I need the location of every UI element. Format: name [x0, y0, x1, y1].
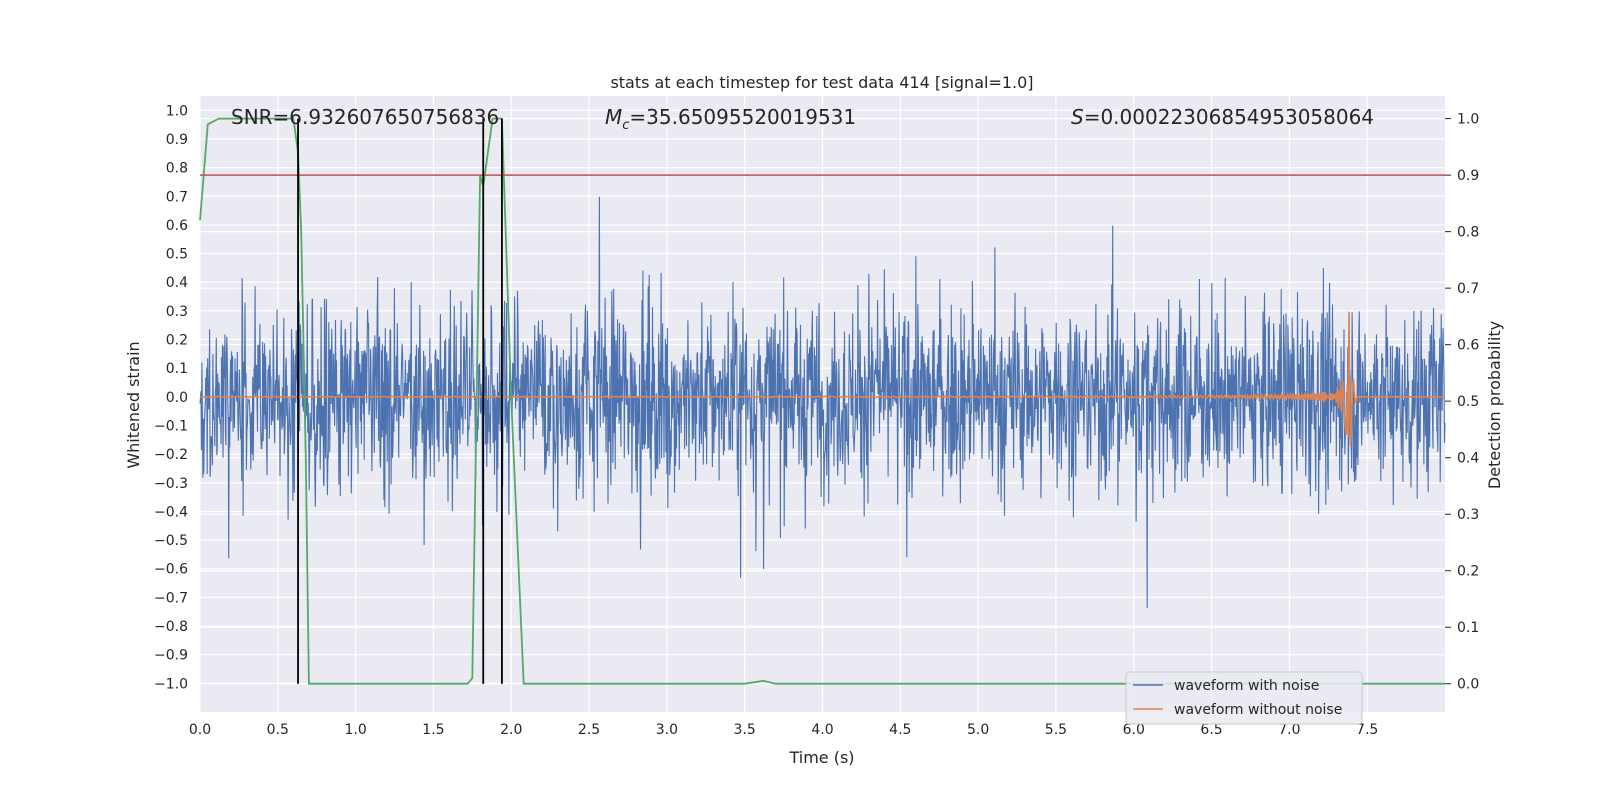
legend-label-noise: waveform with noise — [1174, 678, 1319, 694]
chirp-mass-subscript: c — [622, 118, 629, 133]
y2-tick-label: 0.1 — [1457, 620, 1479, 636]
y-tick-label: −1.0 — [154, 676, 188, 692]
clean-waveform-line — [199, 311, 1445, 446]
y2-tick-label: 0.4 — [1457, 451, 1479, 467]
y2-axis-label: Detection probability — [1485, 321, 1504, 489]
y-tick-label: 0.7 — [166, 189, 188, 205]
left-axis-ticks: 1.0 0.9 0.8 0.7 0.6 0.5 0.4 0.3 0.2 0.1 0.0 −0.1 −0.… — [154, 103, 188, 692]
y-axis-label: Whitened strain — [124, 341, 143, 468]
chart-title: stats at each timestep for test data 414… — [610, 73, 1033, 92]
x-tick-label: 3.5 — [734, 722, 756, 738]
x-tick-label: 4.5 — [889, 722, 911, 738]
noise-waveform-line — [199, 196, 1446, 608]
y-tick-label: −0.6 — [154, 562, 188, 578]
x-tick-label: 4.0 — [811, 722, 833, 738]
y-tick-label: 0.9 — [166, 132, 188, 148]
y-tick-label: 0.4 — [166, 275, 188, 291]
y2-tick-label: 0.9 — [1457, 168, 1479, 184]
y-tick-label: −0.3 — [154, 476, 188, 492]
statistic-symbol: S — [1071, 105, 1084, 129]
y2-tick-label: 0.7 — [1457, 281, 1479, 297]
y2-tick-label: 0.0 — [1457, 677, 1479, 693]
y-tick-label: −0.1 — [154, 418, 188, 434]
chirp-mass-value: =35.65095520019531 — [629, 105, 856, 129]
right-axis-ticks: 1.0 0.9 0.8 0.7 0.6 0.5 0.4 0.3 0.2 0.1 0.0 — [1445, 112, 1479, 693]
x-tick-label: 2.0 — [500, 722, 522, 738]
y-tick-label: 0.6 — [166, 218, 188, 234]
y-tick-label: −0.7 — [154, 590, 188, 606]
y-tick-label: −0.2 — [154, 447, 188, 463]
noise-series — [199, 196, 1446, 608]
detection-probability-line — [199, 117, 1445, 685]
legend-label-clean: waveform without noise — [1174, 702, 1342, 718]
x-tick-label: 3.0 — [656, 722, 678, 738]
x-tick-label: 6.0 — [1123, 722, 1145, 738]
y2-tick-label: 0.6 — [1457, 338, 1479, 354]
y-tick-label: −0.4 — [154, 504, 188, 520]
y2-tick-label: 0.3 — [1457, 507, 1479, 523]
y-tick-label: −0.5 — [154, 533, 188, 549]
x-tick-label: 0.0 — [189, 722, 211, 738]
y2-tick-label: 1.0 — [1457, 112, 1479, 128]
legend: waveform with noise waveform without noi… — [1125, 671, 1363, 725]
y-tick-label: 0.1 — [166, 361, 188, 377]
y-tick-label: 0.8 — [166, 161, 188, 177]
overlay-series — [199, 117, 1445, 685]
x-tick-label: 5.5 — [1045, 722, 1067, 738]
x-tick-label: 0.5 — [267, 722, 289, 738]
statistic-annotation: S=0.00022306854953058064 — [1071, 105, 1374, 129]
y-tick-label: 0.0 — [166, 390, 188, 406]
x-tick-label: 7.5 — [1356, 722, 1378, 738]
x-tick-label: 7.0 — [1278, 722, 1300, 738]
x-tick-label: 2.5 — [578, 722, 600, 738]
y-tick-label: 0.3 — [166, 304, 188, 320]
x-tick-label: 6.5 — [1200, 722, 1222, 738]
x-axis-ticks: 0.0 0.5 1.0 1.5 2.0 2.5 3.0 3.5 4.0 4.5 5.0 5.5 6.0 6… — [189, 722, 1378, 738]
y-tick-label: 0.2 — [166, 333, 188, 349]
x-tick-label: 5.0 — [967, 722, 989, 738]
y2-tick-label: 0.8 — [1457, 225, 1479, 241]
snr-annotation: SNR=6.932607650756836 — [231, 105, 499, 129]
x-tick-label: 1.5 — [422, 722, 444, 738]
y-tick-label: 1.0 — [166, 103, 188, 119]
x-tick-label: 1.0 — [344, 722, 366, 738]
y-tick-label: −0.8 — [154, 619, 188, 635]
x-axis-label: Time (s) — [788, 748, 854, 767]
chirp-mass-annotation: Mc=35.65095520019531 — [605, 105, 856, 133]
legend-box — [1125, 671, 1363, 725]
y-tick-label: −0.9 — [154, 648, 188, 664]
statistic-value: =0.00022306854953058064 — [1084, 105, 1374, 129]
y2-tick-label: 0.2 — [1457, 564, 1479, 580]
y-tick-label: 0.5 — [166, 247, 188, 263]
y2-tick-label: 0.5 — [1457, 394, 1479, 410]
chirp-mass-symbol: M — [605, 105, 622, 129]
